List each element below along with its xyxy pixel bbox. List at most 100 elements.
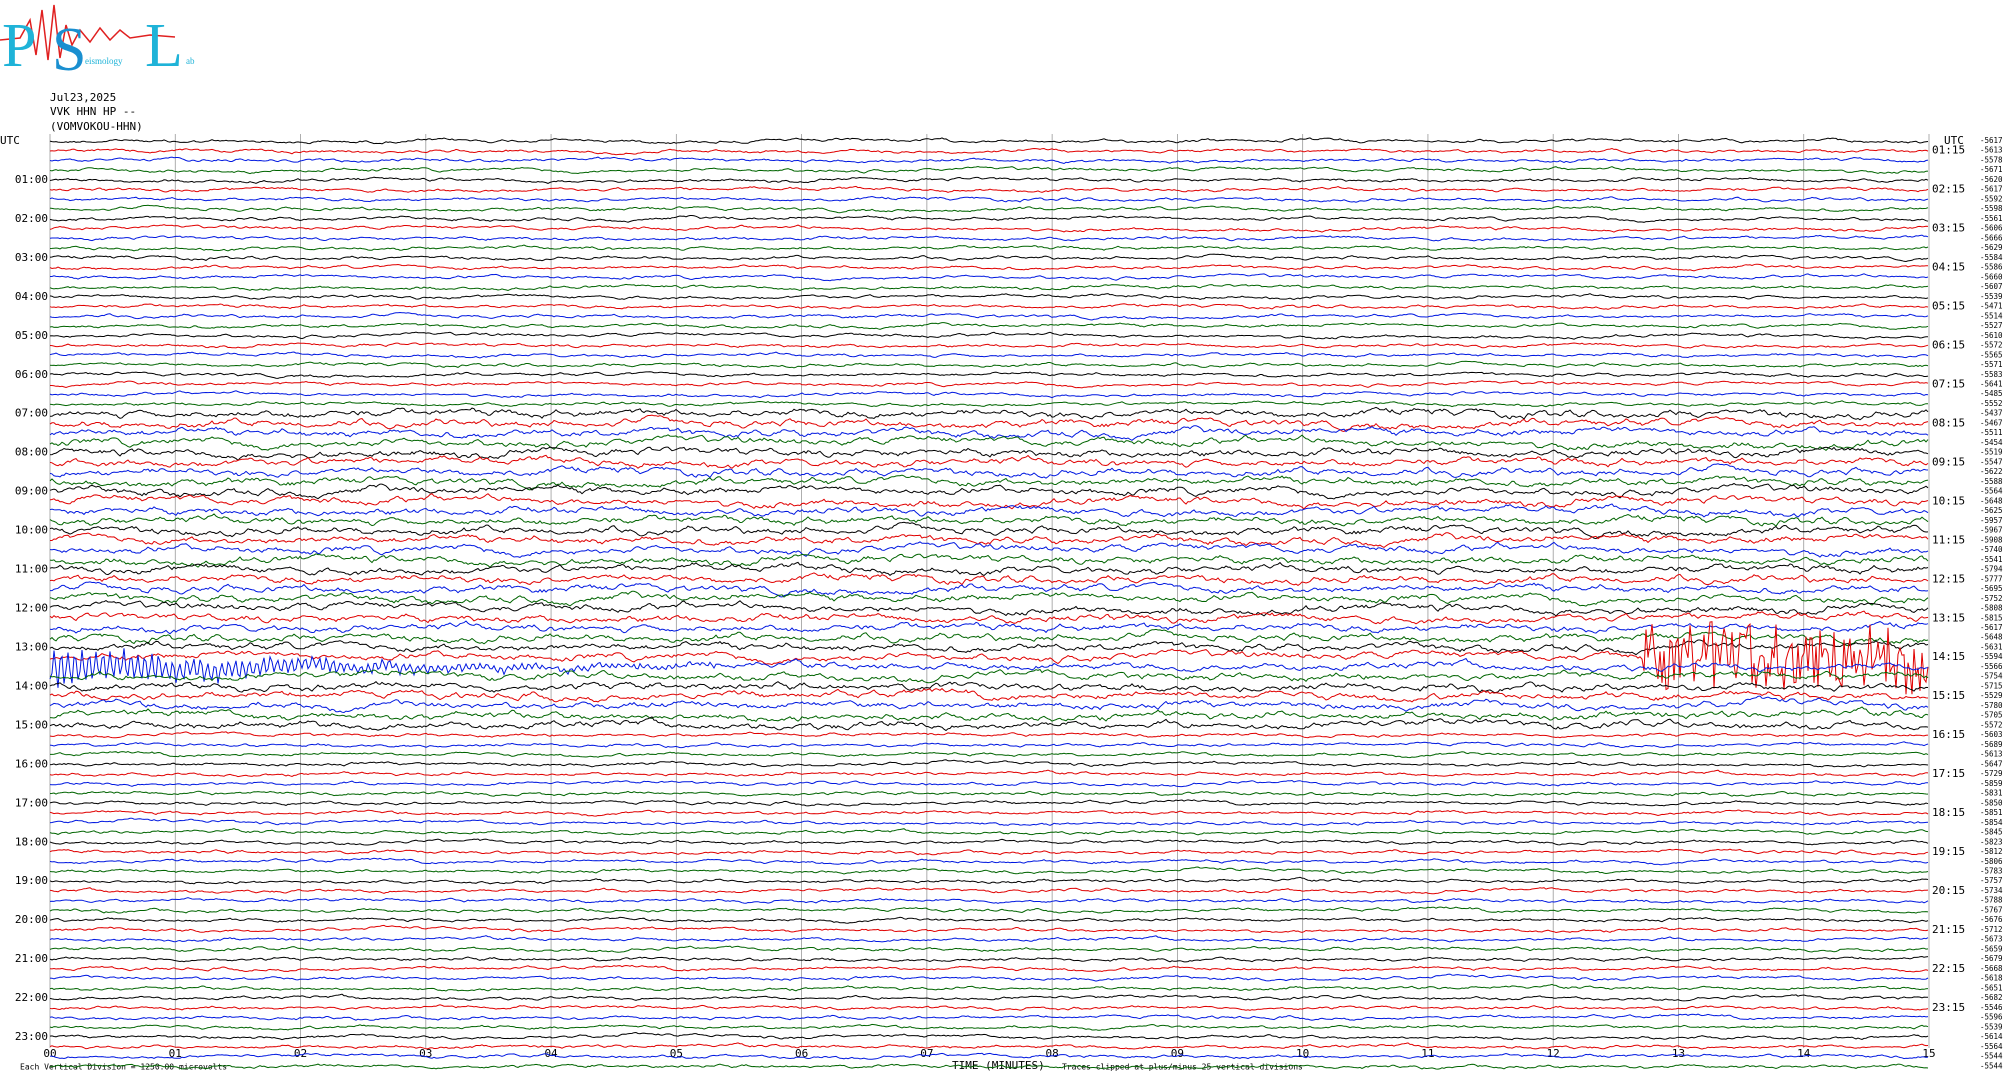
- hour-label: 23:00: [15, 1030, 48, 1043]
- hour-label: 16:00: [15, 757, 48, 770]
- trace-offset: -5586: [1980, 263, 2003, 272]
- logo-letter: L: [145, 12, 183, 80]
- hour-label: 06:15: [1932, 339, 1965, 352]
- trace-offset: -5794: [1980, 565, 2003, 574]
- trace-offset: -5666: [1980, 233, 2003, 242]
- trace-offset: -5812: [1980, 847, 2003, 856]
- trace-offset: -5578: [1980, 155, 2003, 164]
- trace: [49, 561, 1929, 577]
- x-label: 14: [1797, 1047, 1811, 1060]
- trace-offset: -5908: [1980, 535, 2003, 544]
- trace: [49, 1063, 1929, 1070]
- trace: [49, 1013, 1929, 1021]
- trace-offset: -5854: [1980, 818, 2003, 827]
- trace: [49, 620, 1929, 635]
- trace-offset: -5529: [1980, 691, 2003, 700]
- trace-offset: -5668: [1980, 964, 2003, 973]
- trace: [49, 425, 1929, 441]
- trace-offset: -5596: [1980, 1013, 2003, 1022]
- hour-label: 01:15: [1932, 144, 1965, 157]
- trace: [49, 924, 1929, 934]
- trace: [49, 993, 1929, 1002]
- trace: [49, 244, 1929, 252]
- trace: [49, 541, 1929, 558]
- trace-offset: -5712: [1980, 925, 2003, 934]
- trace: [49, 503, 1929, 518]
- clip-note: Traces clipped at plus/minus 25 vertical…: [1062, 1063, 1303, 1072]
- trace-offset: -5673: [1980, 935, 2003, 944]
- trace-offset: -5571: [1980, 360, 2003, 369]
- trace: [49, 1052, 1929, 1060]
- hour-label: 20:00: [15, 913, 48, 926]
- trace-offset: -5561: [1980, 214, 2003, 223]
- trace-offset: -5546: [1980, 1003, 2003, 1012]
- trace-offset: -5539: [1980, 1022, 2003, 1031]
- trace-offset: -5527: [1980, 321, 2003, 330]
- x-label: 11: [1421, 1047, 1434, 1060]
- trace: [49, 790, 1929, 797]
- trace-offset: -5671: [1980, 165, 2003, 174]
- hour-label: 18:15: [1932, 806, 1965, 819]
- logo-text: ab: [186, 56, 195, 66]
- trace-offset: -5695: [1980, 584, 2003, 593]
- trace-offset: -5485: [1980, 389, 2003, 398]
- hour-label: 03:15: [1932, 222, 1965, 235]
- scale-note: Each Vertical Division = 1250.00 microvo…: [20, 1063, 227, 1072]
- trace: [49, 474, 1929, 491]
- trace: [49, 1031, 1929, 1041]
- trace-offset: -5631: [1980, 642, 2003, 651]
- trace: [49, 916, 1929, 924]
- x-label: 07: [920, 1047, 933, 1060]
- logo-text: eismology: [85, 56, 123, 66]
- trace: [49, 414, 1929, 433]
- x-label: 12: [1547, 1047, 1560, 1060]
- hour-label: 04:00: [15, 290, 48, 303]
- trace: [49, 817, 1929, 826]
- trace-offset: -5583: [1980, 370, 2003, 379]
- trace-offset: -5617: [1980, 136, 2003, 145]
- trace-offset: -5689: [1980, 740, 2003, 749]
- trace-offset: -5859: [1980, 779, 2003, 788]
- trace: [49, 224, 1929, 233]
- trace-offset: -5715: [1980, 681, 2003, 690]
- trace: [49, 799, 1929, 807]
- hour-label: 16:15: [1932, 728, 1965, 741]
- trace: [49, 322, 1929, 330]
- trace-offset: -5598: [1980, 204, 2003, 213]
- hour-label: 23:15: [1932, 1001, 1965, 1014]
- trace-offset: -5967: [1980, 526, 2003, 535]
- trace: [49, 621, 1929, 695]
- trace-offset: -5651: [1980, 983, 2003, 992]
- trace: [49, 390, 1929, 399]
- trace-offset: -5660: [1980, 272, 2003, 281]
- trace: [49, 955, 1929, 963]
- trace-offset: -5607: [1980, 282, 2003, 291]
- hour-label: 13:00: [15, 640, 48, 653]
- trace: [49, 779, 1928, 788]
- trace-offset: -5572: [1980, 720, 2003, 729]
- x-label: 10: [1296, 1047, 1309, 1060]
- trace-offset: -5740: [1980, 545, 2003, 554]
- trace: [49, 1023, 1929, 1031]
- trace: [49, 731, 1929, 739]
- trace: [49, 513, 1929, 527]
- axis-title: TIME (MINUTES): [952, 1059, 1045, 1072]
- trace-offset: -5625: [1980, 506, 2003, 515]
- hour-label: 06:00: [15, 368, 48, 381]
- trace-offset: -5622: [1980, 467, 2003, 476]
- hour-label: 02:15: [1932, 183, 1965, 196]
- trace-offset: -5454: [1980, 438, 2003, 447]
- trace: [49, 176, 1929, 184]
- hour-label: 05:15: [1932, 300, 1965, 313]
- trace-offset: -5851: [1980, 808, 2003, 817]
- trace-offset: -5566: [1980, 662, 2003, 671]
- hour-label: 10:15: [1932, 494, 1965, 507]
- trace-offset: -5617: [1980, 623, 2003, 632]
- hour-label: 22:15: [1932, 962, 1965, 975]
- hour-label: 22:00: [15, 991, 48, 1004]
- trace: [49, 648, 1929, 688]
- trace-offset: -5815: [1980, 613, 2003, 622]
- trace: [49, 590, 1929, 607]
- trace: [49, 572, 1929, 587]
